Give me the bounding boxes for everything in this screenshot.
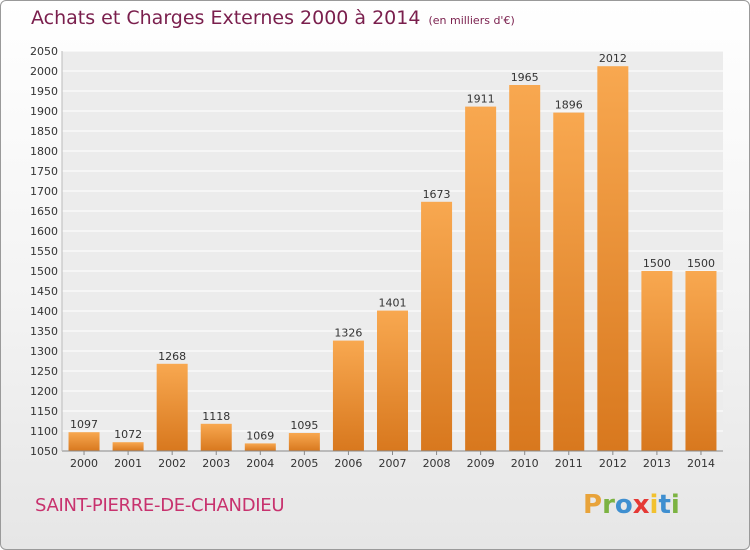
bar — [553, 112, 585, 451]
x-tick-label: 2012 — [599, 457, 627, 470]
y-tick-label: 2000 — [30, 65, 58, 78]
data-label: 1268 — [158, 350, 186, 363]
chart-title-text: Achats et Charges Externes 2000 à 2014 — [31, 7, 421, 29]
x-tick-label: 2007 — [379, 457, 407, 470]
data-label: 2012 — [599, 52, 627, 65]
x-tick-label: 2005 — [290, 457, 318, 470]
chart-subtitle: (en milliers d'€) — [428, 14, 515, 27]
bar — [244, 443, 276, 451]
logo-letter: i — [670, 490, 680, 520]
x-tick-label: 2001 — [114, 457, 142, 470]
bar — [156, 363, 188, 451]
data-label: 1118 — [202, 410, 230, 423]
y-tick-label: 1850 — [30, 125, 58, 138]
bar — [377, 310, 408, 451]
bar — [68, 432, 100, 451]
x-tick-label: 2013 — [643, 457, 671, 470]
bar — [288, 433, 320, 451]
y-tick-label: 1200 — [30, 385, 58, 398]
chart-title: Achats et Charges Externes 2000 à 2014 (e… — [31, 7, 515, 29]
commune-name: SAINT-PIERRE-DE-CHANDIEU — [35, 495, 285, 516]
y-tick-label: 1600 — [30, 225, 58, 238]
x-tick-label: 2006 — [334, 457, 362, 470]
x-tick-label: 2000 — [70, 457, 98, 470]
bar — [421, 201, 453, 451]
data-label: 1500 — [687, 257, 715, 270]
y-tick-label: 1900 — [30, 105, 58, 118]
data-label: 1965 — [511, 71, 539, 84]
logo-letter: P — [583, 490, 603, 520]
y-tick-label: 1450 — [30, 285, 58, 298]
y-tick-label: 1800 — [30, 145, 58, 158]
y-tick-label: 1100 — [30, 425, 58, 438]
bar — [685, 271, 717, 451]
bar — [509, 85, 541, 451]
y-tick-label: 1950 — [30, 85, 58, 98]
y-tick-label: 1750 — [30, 165, 58, 178]
y-tick-label: 1350 — [30, 325, 58, 338]
data-label: 1673 — [423, 188, 451, 201]
x-tick-label: 2014 — [687, 457, 715, 470]
y-tick-label: 1700 — [30, 185, 58, 198]
bar — [465, 106, 497, 451]
y-tick-label: 1150 — [30, 405, 58, 418]
x-tick-label: 2004 — [246, 457, 274, 470]
bar — [112, 442, 144, 451]
data-label: 1911 — [467, 93, 495, 106]
x-tick-label: 2010 — [511, 457, 539, 470]
bar — [200, 423, 232, 451]
y-tick-label: 1050 — [30, 445, 58, 458]
data-label: 1069 — [246, 429, 274, 442]
data-label: 1500 — [643, 257, 671, 270]
logo-letter: t — [658, 490, 671, 520]
data-label: 1072 — [114, 428, 142, 441]
data-label: 1095 — [290, 419, 318, 432]
logo-letter: o — [614, 490, 633, 520]
x-tick-label: 2002 — [158, 457, 186, 470]
y-tick-label: 2050 — [30, 45, 58, 58]
y-tick-label: 1550 — [30, 245, 58, 258]
bar — [597, 66, 629, 451]
data-label: 1401 — [379, 297, 407, 310]
logo-letter: i — [649, 490, 659, 520]
logo-letter: x — [632, 490, 650, 520]
bar — [641, 271, 673, 451]
y-tick-label: 1650 — [30, 205, 58, 218]
y-tick-label: 1500 — [30, 265, 58, 278]
data-label: 1097 — [70, 418, 98, 431]
data-label: 1326 — [334, 327, 362, 340]
logo-letter: r — [602, 490, 615, 520]
y-tick-label: 1300 — [30, 345, 58, 358]
y-tick-label: 1400 — [30, 305, 58, 318]
x-tick-label: 2009 — [467, 457, 495, 470]
data-label: 1896 — [555, 99, 583, 112]
x-tick-label: 2011 — [555, 457, 583, 470]
y-tick-label: 1250 — [30, 365, 58, 378]
x-tick-label: 2008 — [423, 457, 451, 470]
x-tick-label: 2003 — [202, 457, 230, 470]
bar — [332, 340, 364, 451]
proxiti-logo: Proxiti — [583, 490, 680, 520]
